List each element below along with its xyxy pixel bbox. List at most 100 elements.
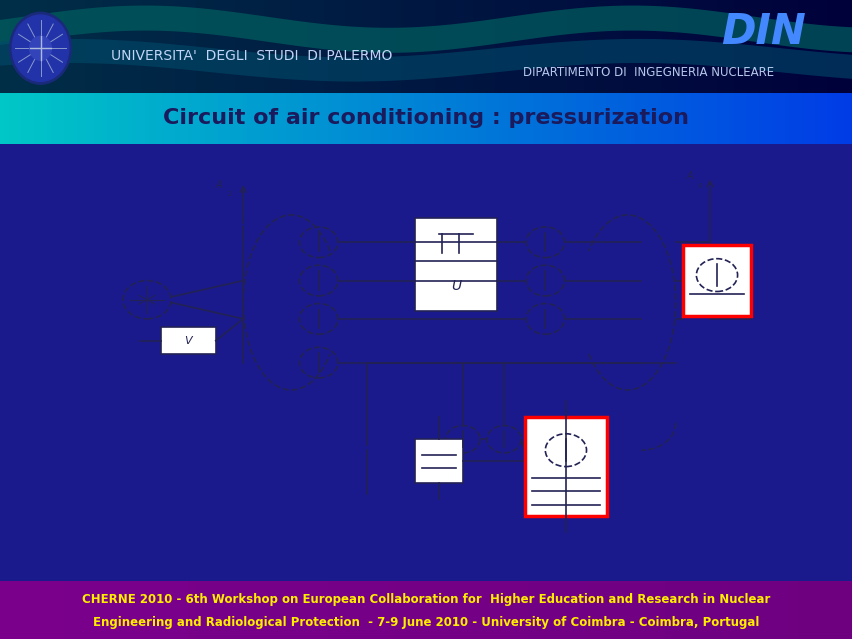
Bar (388, 581, 392, 639)
Bar (558, 0, 562, 93)
Bar (656, 93, 660, 144)
Bar (588, 93, 592, 144)
Bar (596, 0, 601, 93)
Bar (413, 581, 417, 639)
Bar (571, 581, 575, 639)
Bar (503, 93, 507, 144)
Bar (618, 0, 622, 93)
Bar (439, 0, 443, 93)
Bar (771, 93, 775, 144)
Ellipse shape (12, 15, 69, 81)
Bar (234, 0, 239, 93)
Bar (94, 0, 98, 93)
Bar (409, 0, 413, 93)
Bar (281, 93, 285, 144)
Bar (754, 93, 758, 144)
Bar (643, 0, 648, 93)
Bar (809, 93, 814, 144)
Bar (711, 93, 716, 144)
Bar (141, 581, 145, 639)
Bar (375, 0, 379, 93)
Bar (613, 581, 618, 639)
Bar (452, 581, 456, 639)
Text: Engineering and Radiological Protection  - 7-9 June 2010 - University of Coimbra: Engineering and Radiological Protection … (93, 617, 759, 629)
Bar (818, 581, 822, 639)
Bar (388, 93, 392, 144)
Bar (149, 0, 153, 93)
Bar (383, 0, 388, 93)
Bar (503, 0, 507, 93)
Bar (132, 581, 136, 639)
Bar (456, 0, 460, 93)
Bar (17, 581, 21, 639)
Bar (124, 581, 128, 639)
Text: A: A (685, 171, 692, 181)
Bar (196, 0, 200, 93)
Bar (639, 93, 643, 144)
Bar (128, 581, 132, 639)
Text: UNIVERSITA'  DEGLI  STUDI  DI PALERMO: UNIVERSITA' DEGLI STUDI DI PALERMO (111, 49, 392, 63)
Bar (98, 0, 102, 93)
Bar (554, 93, 558, 144)
Bar (716, 581, 720, 639)
Bar (285, 581, 290, 639)
Bar (592, 581, 596, 639)
Bar (371, 0, 375, 93)
Bar (554, 581, 558, 639)
Bar (814, 581, 818, 639)
Bar (447, 0, 452, 93)
Bar (9, 0, 13, 93)
Bar (145, 0, 149, 93)
Bar (660, 0, 665, 93)
Bar (605, 0, 609, 93)
Bar (550, 93, 554, 144)
Bar (801, 581, 805, 639)
Bar (192, 581, 196, 639)
Bar (609, 93, 613, 144)
Bar (358, 93, 362, 144)
Bar (711, 581, 716, 639)
Bar (792, 581, 797, 639)
Text: DIPARTIMENTO DI  INGEGNERIA NUCLEARE: DIPARTIMENTO DI INGEGNERIA NUCLEARE (522, 66, 773, 79)
Bar (311, 93, 315, 144)
Bar (728, 93, 733, 144)
Bar (298, 0, 302, 93)
Bar (481, 0, 486, 93)
Bar (64, 0, 68, 93)
Bar (145, 93, 149, 144)
Bar (217, 0, 222, 93)
Bar (94, 93, 98, 144)
Bar (643, 581, 648, 639)
Bar (435, 0, 439, 93)
Bar (153, 93, 158, 144)
Bar (596, 93, 601, 144)
Bar (392, 0, 396, 93)
Bar (665, 0, 669, 93)
Bar (788, 0, 792, 93)
Bar (443, 581, 447, 639)
Bar (328, 0, 332, 93)
Bar (737, 0, 741, 93)
Bar (290, 93, 294, 144)
Bar (809, 0, 814, 93)
Bar (792, 0, 797, 93)
Bar (294, 581, 298, 639)
Bar (767, 0, 771, 93)
Bar (324, 581, 328, 639)
Bar (392, 581, 396, 639)
Bar (136, 0, 141, 93)
Bar (579, 0, 584, 93)
Bar (797, 581, 801, 639)
Bar (843, 581, 848, 639)
Bar (38, 93, 43, 144)
Bar (758, 93, 763, 144)
Bar (771, 581, 775, 639)
Bar (780, 581, 784, 639)
Bar (835, 0, 839, 93)
Bar (354, 93, 358, 144)
Bar (51, 581, 55, 639)
Bar (430, 93, 435, 144)
Bar (217, 581, 222, 639)
Bar (0, 0, 4, 93)
Bar (405, 93, 409, 144)
